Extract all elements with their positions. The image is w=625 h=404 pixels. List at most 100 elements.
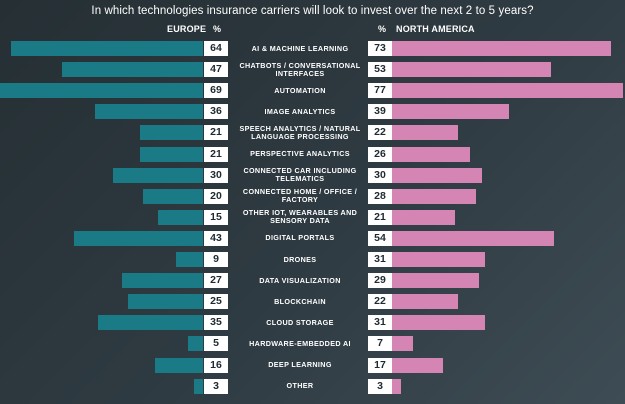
north-america-bar: [392, 357, 443, 373]
europe-bar: [95, 104, 203, 120]
category-label: CLOUD STORAGE: [235, 313, 365, 333]
europe-value-label: 20: [204, 188, 228, 204]
europe-bar: [143, 188, 203, 204]
north-america-header: NORTH AMERICA: [396, 24, 475, 34]
category-label-text: AI & MACHINE LEARNING: [251, 43, 349, 53]
north-america-value-label: 31: [368, 315, 392, 331]
europe-bar: [74, 230, 203, 246]
north-america-bar: [392, 378, 401, 394]
north-america-bar: [392, 252, 485, 267]
category-label: DEEP LEARNING: [235, 355, 365, 375]
europe-value-label: 64: [204, 41, 228, 56]
north-america-value-label: 26: [368, 146, 392, 162]
category-label: CONNECTED HOME / OFFICE / FACTORY: [235, 186, 365, 206]
category-label: SPEECH ANALYTICS / NATURAL LANGUAGE PROC…: [235, 123, 365, 143]
category-label: DRONES: [235, 250, 365, 270]
europe-bar: [155, 357, 203, 373]
north-america-bar: [392, 230, 554, 246]
category-label: AUTOMATION: [235, 81, 365, 101]
europe-bar: [0, 83, 203, 99]
europe-value-label: 21: [204, 146, 228, 162]
north-america-value-label: 39: [368, 104, 392, 120]
category-label: CONNECTED CAR INCLUDING TELEMATICS: [235, 165, 365, 185]
north-america-bar: [392, 294, 458, 310]
chart-title: In which technologies insurance carriers…: [91, 5, 534, 17]
north-america-value-label: 73: [368, 41, 392, 56]
north-america-bar: [392, 146, 470, 162]
europe-bar: [98, 315, 203, 331]
europe-value-label: 27: [204, 273, 228, 289]
north-america-value-label: 22: [368, 125, 392, 141]
category-label: OTHER IOT, WEARABLES AND SENSORY DATA: [235, 207, 365, 227]
europe-value-label: 16: [204, 357, 228, 373]
category-label-text: DEEP LEARNING: [268, 360, 332, 369]
category-label: DIGITAL PORTALS: [235, 228, 365, 248]
europe-bar: [194, 378, 203, 394]
north-america-bar: [392, 62, 551, 78]
europe-value-label: 15: [204, 209, 228, 225]
north-america-value-label: 3: [368, 378, 392, 394]
europe-value-label: 30: [204, 167, 228, 183]
europe-bar: [128, 294, 203, 310]
category-label: PERSPECTIVE ANALYTICS: [235, 144, 365, 164]
category-label: OTHER: [235, 376, 365, 396]
category-label-text: BLOCKCHAIN: [274, 296, 326, 306]
north-america-value-label: 7: [368, 336, 392, 352]
europe-bar: [176, 252, 203, 267]
category-label-text: HARDWARE-EMBEDDED AI: [249, 338, 351, 348]
europe-bar: [140, 125, 203, 141]
europe-value-label: 3: [204, 378, 228, 394]
europe-bar: [113, 167, 203, 183]
category-label-text: OTHER IOT, WEARABLES AND SENSORY DATA: [242, 208, 358, 226]
north-america-bar: [392, 336, 413, 352]
north-america-bar: [392, 125, 458, 141]
europe-header: EUROPE: [167, 24, 207, 34]
category-label-text: CONNECTED CAR INCLUDING TELEMATICS: [243, 166, 357, 184]
category-label: IMAGE ANALYTICS: [235, 102, 365, 122]
category-label-text: IMAGE ANALYTICS: [264, 106, 336, 116]
north-america-value-label: 30: [368, 167, 392, 183]
category-label-text: CHATBOTS / CONVERSATIONAL INTERFACES: [239, 60, 361, 78]
europe-value-label: 47: [204, 62, 228, 78]
category-label-text: DRONES: [283, 254, 317, 264]
north-america-bar: [392, 188, 476, 204]
europe-value-label: 36: [204, 104, 228, 120]
europe-value-label: 43: [204, 230, 228, 246]
north-america-value-label: 21: [368, 209, 392, 225]
category-label-text: SPEECH ANALYTICS / NATURAL LANGUAGE PROC…: [239, 123, 361, 141]
europe-value-label: 9: [204, 252, 228, 267]
north-america-bar: [392, 273, 479, 289]
north-america-bar: [392, 104, 509, 120]
north-america-bar: [392, 315, 485, 331]
category-label-text: AUTOMATION: [274, 85, 326, 95]
category-label-text: CLOUD STORAGE: [266, 317, 334, 327]
europe-value-label: 69: [204, 83, 228, 99]
europe-bar: [62, 62, 203, 78]
europe-value-label: 21: [204, 125, 228, 141]
north-america-value-label: 53: [368, 62, 392, 78]
category-label: CHATBOTS / CONVERSATIONAL INTERFACES: [235, 60, 365, 80]
europe-percent-header: %: [213, 24, 222, 34]
category-label-text: PERSPECTIVE ANALYTICS: [250, 149, 350, 158]
europe-bar: [11, 41, 203, 56]
north-america-value-label: 22: [368, 294, 392, 310]
category-label-text: OTHER: [286, 381, 314, 391]
europe-bar: [188, 336, 203, 352]
north-america-bar: [392, 167, 482, 183]
north-america-value-label: 31: [368, 252, 392, 267]
north-america-value-label: 29: [368, 273, 392, 289]
europe-bar: [122, 273, 203, 289]
north-america-bar: [392, 83, 623, 99]
europe-value-label: 5: [204, 336, 228, 352]
category-label: BLOCKCHAIN: [235, 292, 365, 312]
europe-value-label: 35: [204, 315, 228, 331]
category-label-text: DIGITAL PORTALS: [265, 233, 335, 243]
category-label: AI & MACHINE LEARNING: [235, 39, 365, 59]
category-label-text: DATA VISUALIZATION: [259, 275, 341, 285]
category-label: HARDWARE-EMBEDDED AI: [235, 334, 365, 354]
europe-bar: [140, 146, 203, 162]
europe-value-label: 25: [204, 294, 228, 310]
category-label: DATA VISUALIZATION: [235, 271, 365, 291]
north-america-value-label: 54: [368, 230, 392, 246]
